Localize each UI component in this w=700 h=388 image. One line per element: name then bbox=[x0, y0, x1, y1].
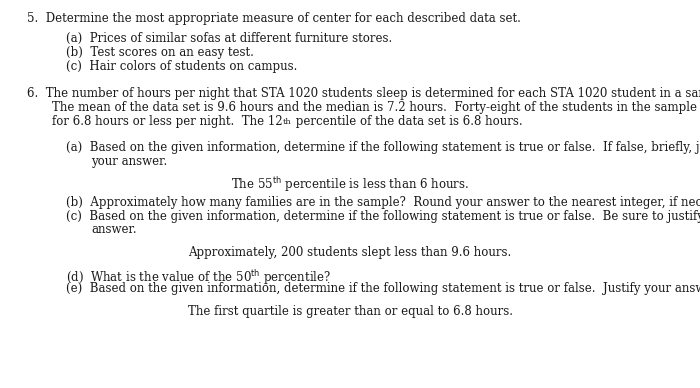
Text: 6.  The number of hours per night that STA 1020 students sleep is determined for: 6. The number of hours per night that ST… bbox=[27, 87, 700, 100]
Text: (a)  Based on the given information, determine if the following statement is tru: (a) Based on the given information, dete… bbox=[66, 141, 700, 154]
Text: (b)  Approximately how many families are in the sample?  Round your answer to th: (b) Approximately how many families are … bbox=[66, 196, 700, 209]
Text: (c)  Hair colors of students on campus.: (c) Hair colors of students on campus. bbox=[66, 60, 298, 73]
Text: The mean of the data set is 9.6 hours and the median is 7.2 hours.  Forty-eight : The mean of the data set is 9.6 hours an… bbox=[52, 101, 700, 114]
Text: for 6.8 hours or less per night.  The 12: for 6.8 hours or less per night. The 12 bbox=[52, 115, 283, 128]
Text: (c)  Based on the given information, determine if the following statement is tru: (c) Based on the given information, dete… bbox=[66, 210, 700, 223]
Text: (a)  Prices of similar sofas at different furniture stores.: (a) Prices of similar sofas at different… bbox=[66, 32, 393, 45]
Text: answer.: answer. bbox=[91, 223, 136, 237]
Text: your answer.: your answer. bbox=[91, 155, 167, 168]
Text: (d)  What is the value of the 50$^{\mathrm{th}}$ percentile?: (d) What is the value of the 50$^{\mathr… bbox=[66, 268, 332, 288]
Text: percentile of the data set is 6.8 hours.: percentile of the data set is 6.8 hours. bbox=[292, 115, 522, 128]
Text: th: th bbox=[283, 118, 292, 126]
Text: 5.  Determine the most appropriate measure of center for each described data set: 5. Determine the most appropriate measur… bbox=[27, 12, 521, 25]
Text: (b)  Test scores on an easy test.: (b) Test scores on an easy test. bbox=[66, 46, 254, 59]
Text: The 55$^{\mathrm{th}}$ percentile is less than 6 hours.: The 55$^{\mathrm{th}}$ percentile is les… bbox=[231, 175, 469, 194]
Text: The first quartile is greater than or equal to 6.8 hours.: The first quartile is greater than or eq… bbox=[188, 305, 512, 318]
Text: Approximately, 200 students slept less than 9.6 hours.: Approximately, 200 students slept less t… bbox=[188, 246, 512, 259]
Text: (e)  Based on the given information, determine if the following statement is tru: (e) Based on the given information, dete… bbox=[66, 282, 700, 296]
